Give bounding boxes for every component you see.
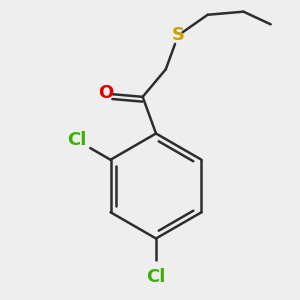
Text: Cl: Cl — [146, 268, 166, 286]
Text: O: O — [99, 84, 114, 102]
Text: Cl: Cl — [67, 131, 86, 149]
Text: S: S — [172, 26, 184, 44]
